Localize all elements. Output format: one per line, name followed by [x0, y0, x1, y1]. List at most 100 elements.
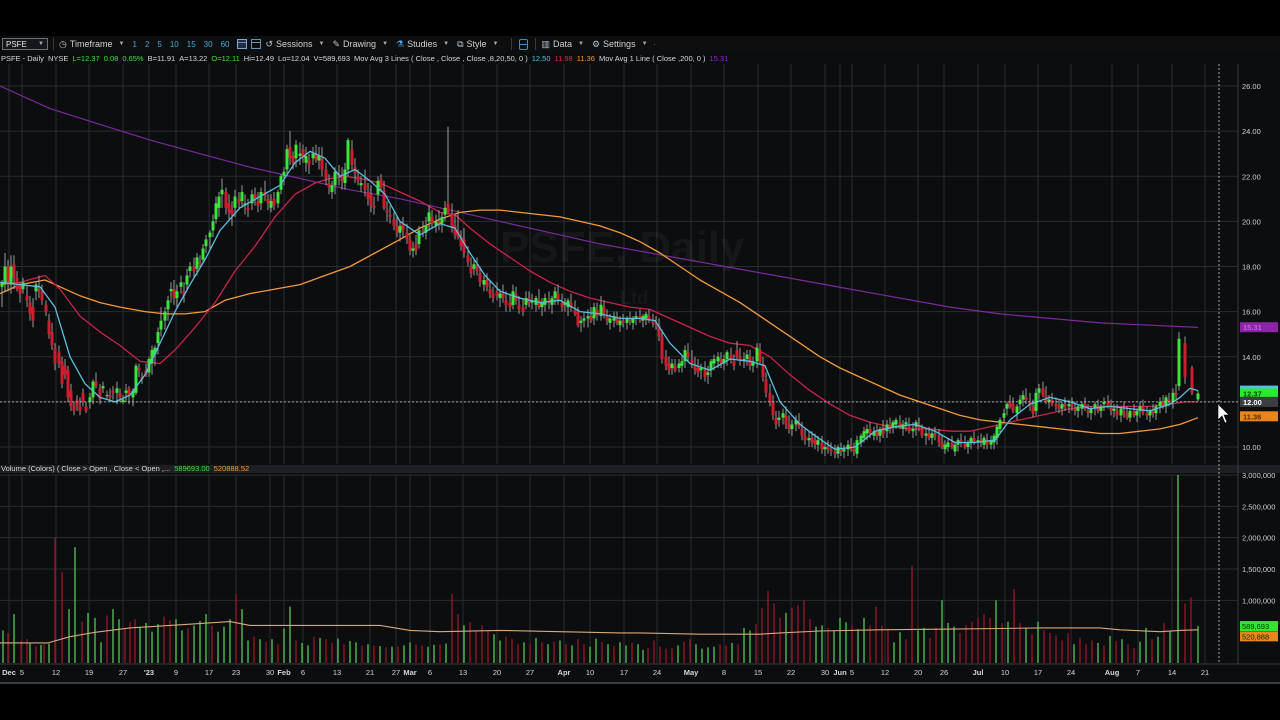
candle-body	[388, 214, 392, 217]
candle-body	[745, 354, 749, 360]
high-price: Hi=12.49	[243, 54, 275, 63]
sessions-menu[interactable]: ↺ Sessions ▼	[265, 39, 324, 50]
candle-body	[989, 440, 993, 445]
candle-body	[163, 311, 167, 321]
candle-body	[276, 192, 280, 204]
candle-body	[758, 349, 762, 362]
candle-body	[1057, 406, 1061, 409]
settings-menu[interactable]: ⚙ Settings ▼ .	[592, 39, 655, 50]
candle-body	[69, 390, 73, 407]
price-axis-label: 24.00	[1242, 127, 1261, 136]
candle-body	[680, 361, 684, 366]
candle-body	[115, 388, 119, 393]
candle-body	[644, 313, 648, 319]
candle-body	[907, 426, 911, 432]
candle-body	[472, 264, 476, 269]
timeframe-1[interactable]: 1	[132, 39, 137, 49]
candle-body	[670, 363, 674, 369]
candle-body	[943, 444, 947, 450]
candle-body	[1008, 401, 1012, 407]
candle-body	[6, 266, 10, 285]
candle-body	[898, 422, 902, 427]
volume-study-label[interactable]: Volume (Colors) ( Close > Open , Close <…	[1, 464, 171, 473]
candle-body	[836, 447, 840, 454]
candle-body	[800, 428, 804, 436]
candle-body	[1135, 410, 1139, 416]
data-menu[interactable]: ▥ Data ▼	[541, 39, 583, 50]
candle-body	[881, 426, 885, 434]
date-axis-label: 10	[586, 668, 594, 677]
layout-icon[interactable]	[519, 38, 529, 50]
candle-body	[224, 192, 228, 208]
daily-calendar-icon[interactable]	[237, 39, 248, 49]
volume-value: V=589,693	[313, 54, 351, 63]
candle-body	[823, 447, 827, 450]
candle-body	[369, 194, 373, 206]
candle-body	[764, 379, 768, 393]
candle-body	[453, 225, 457, 235]
candle-body	[820, 442, 824, 450]
symbol-input[interactable]: PSFE ▼	[2, 38, 48, 50]
candle-body	[172, 289, 176, 299]
price-volume-chart[interactable]: 26.00 24.00 22.00 20.00 18.00 16.00 14.00 12.00…	[0, 64, 1280, 682]
candle-body	[382, 189, 386, 208]
drawing-menu[interactable]: ✎ Drawing ▼	[333, 39, 389, 50]
candle-body	[285, 149, 289, 170]
candle-body	[885, 424, 889, 432]
candle-body	[784, 415, 788, 425]
candle-body	[917, 424, 921, 429]
timeframe-30[interactable]: 30	[203, 39, 213, 49]
candle-body	[722, 359, 726, 364]
candle-body	[1011, 404, 1015, 411]
date-axis-label: Jul	[973, 668, 984, 677]
candle-body	[0, 282, 4, 287]
candle-body	[1096, 406, 1100, 411]
candle-body	[421, 230, 425, 233]
date-axis-label: 9	[174, 668, 178, 677]
date-axis-label: 6	[301, 668, 305, 677]
candle-body	[872, 431, 876, 436]
horizontal-scrollbar[interactable]	[0, 682, 1280, 684]
candle-body	[1196, 393, 1200, 400]
candle-body	[198, 261, 202, 265]
candle-body	[21, 282, 25, 290]
timeframe-60[interactable]: 60	[220, 39, 230, 49]
candle-body	[771, 401, 775, 416]
timeframe-label: Timeframe	[69, 39, 113, 49]
candle-body	[579, 320, 583, 323]
ma1-study-label[interactable]: Mov Avg 1 Line ( Close ,200, 0 )	[598, 54, 706, 63]
timeframe-2[interactable]: 2	[144, 39, 150, 49]
weekly-calendar-icon[interactable]	[251, 39, 262, 49]
candle-body	[1174, 392, 1178, 396]
candle-body	[1167, 399, 1171, 402]
style-label: Style	[466, 39, 487, 49]
candle-body	[440, 216, 444, 224]
candle-body	[729, 354, 733, 360]
timeframe-15[interactable]: 15	[186, 39, 196, 49]
candle-body	[31, 307, 35, 321]
candle-body	[992, 435, 996, 443]
date-axis-label: 13	[333, 668, 341, 677]
ask-price: A=13.22	[179, 54, 208, 63]
candle-body	[508, 302, 512, 308]
date-axis-label: 6	[428, 668, 432, 677]
candle-body	[963, 442, 967, 447]
candle-body	[353, 167, 357, 174]
candle-body	[430, 216, 434, 224]
timeframe-menu[interactable]: ◷ Timeframe ▼	[59, 39, 124, 50]
style-menu[interactable]: ⧉ Style ▼	[457, 39, 498, 50]
date-axis-label: 23	[232, 668, 240, 677]
timeframe-10[interactable]: 10	[169, 39, 179, 49]
candle-body	[696, 368, 700, 373]
candle-body	[359, 183, 363, 186]
drawing-label: Drawing	[343, 39, 377, 49]
date-axis-label: Dec	[2, 668, 16, 677]
ma3-study-label[interactable]: Mov Avg 3 Lines ( Close , Close , Close …	[354, 54, 528, 63]
candle-body	[569, 302, 573, 308]
studies-menu[interactable]: ⚗ Studies ▼	[396, 39, 449, 50]
candle-body	[618, 320, 622, 326]
candle-body	[816, 440, 820, 445]
timeframe-5[interactable]: 5	[157, 39, 162, 49]
date-axis-label: 7	[1136, 668, 1140, 677]
candle-body	[1112, 408, 1116, 411]
